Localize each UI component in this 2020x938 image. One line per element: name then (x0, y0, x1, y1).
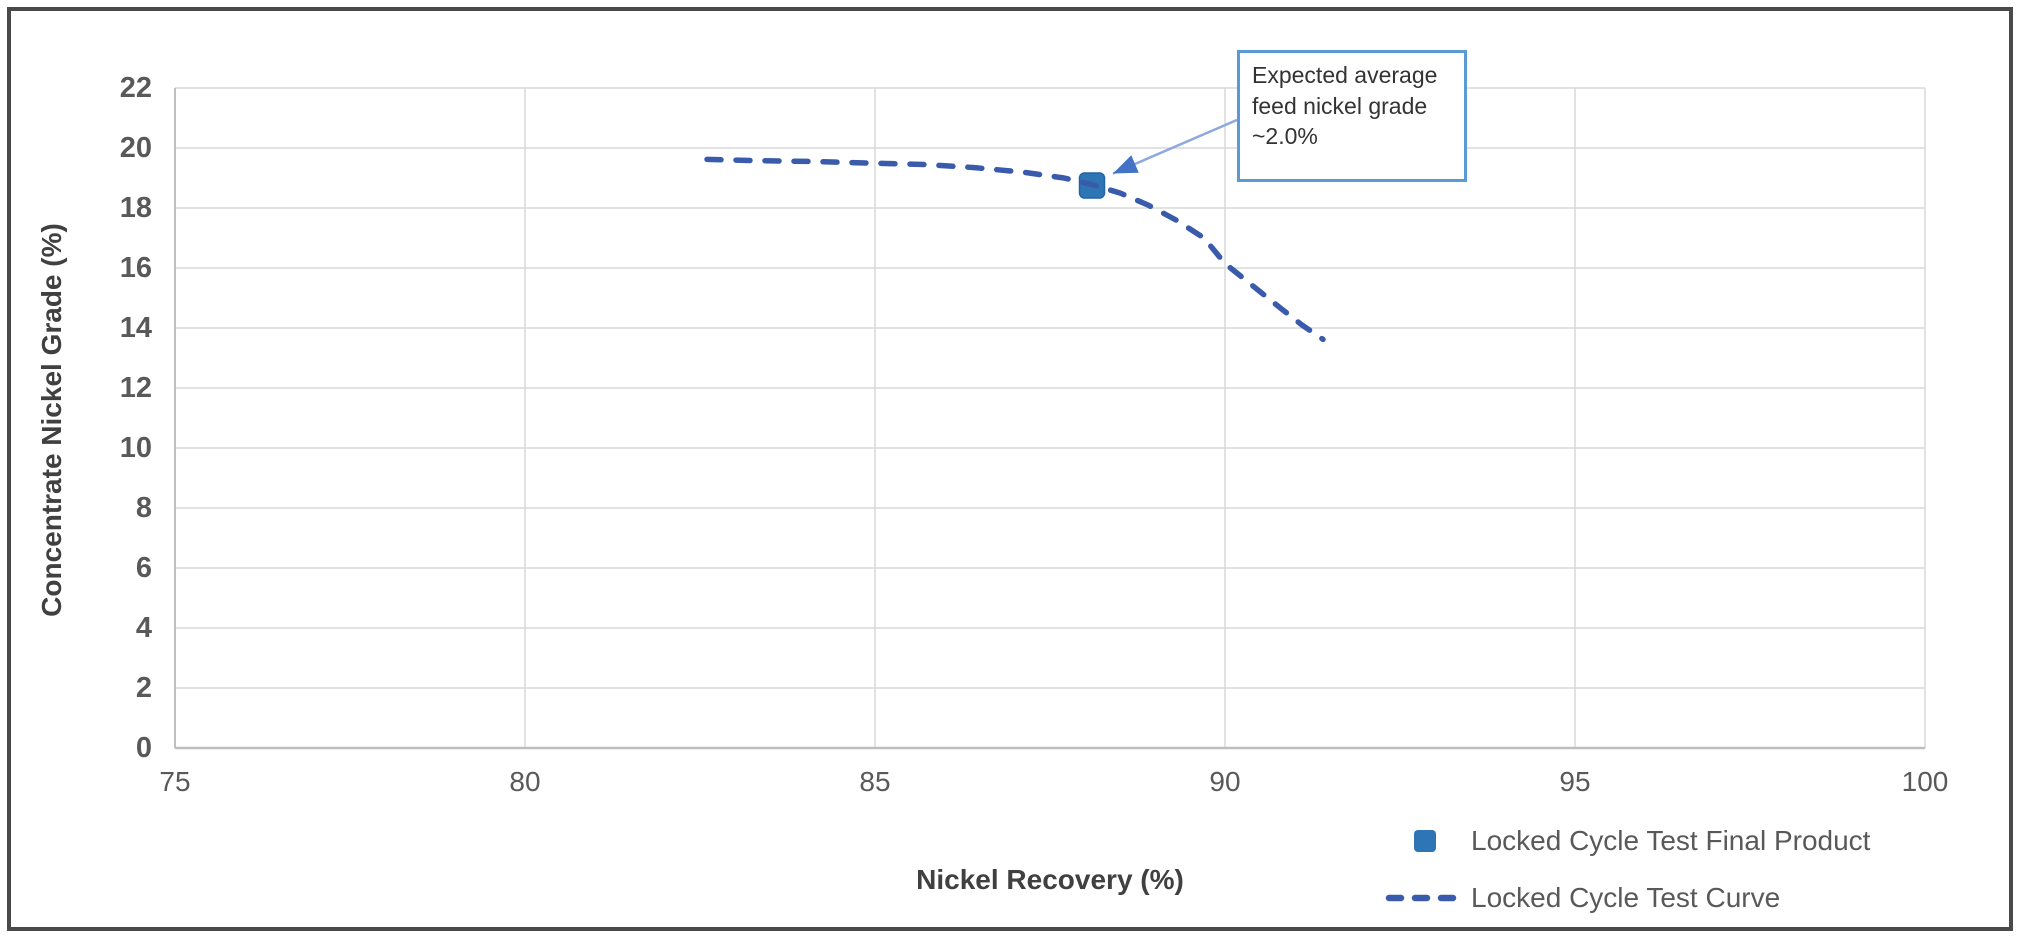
y-tick-label: 12 (119, 372, 152, 404)
y-tick-label: 8 (135, 492, 152, 524)
legend-item: Locked Cycle Test Curve (1385, 869, 1870, 926)
x-tick-label: 80 (509, 766, 541, 797)
x-tick-label: 100 (1901, 766, 1949, 797)
y-tick-label: 20 (119, 132, 152, 164)
x-tick-label: 95 (1559, 766, 1591, 797)
legend-item-label: Locked Cycle Test Final Product (1471, 824, 1871, 856)
legend-item: Locked Cycle Test Final Product (1385, 812, 1870, 869)
annotation-text: Expected average feed nickel grade ~2.0% (1252, 62, 1438, 150)
y-tick-label: 22 (119, 72, 152, 104)
x-axis-title: Nickel Recovery (%) (916, 864, 1184, 895)
x-tick-label: 85 (859, 766, 891, 797)
y-tick-label: 18 (119, 192, 152, 224)
curve-series (704, 156, 1326, 343)
legend-item-label: Locked Cycle Test Curve (1471, 881, 1781, 913)
annotation-callout: Expected average feed nickel grade ~2.0% (1237, 50, 1467, 182)
y-tick-label: 6 (135, 552, 152, 584)
y-tick-label: 14 (119, 312, 152, 344)
y-tick-label: 16 (119, 252, 152, 284)
legend-square-marker-icon (1414, 829, 1436, 852)
legend-dashed-line-icon (1385, 894, 1465, 901)
y-tick-label: 4 (135, 612, 152, 644)
x-tick-label: 90 (1209, 766, 1241, 797)
y-tick-label: 0 (135, 732, 152, 764)
legend: Locked Cycle Test Final Product Locked Cy… (1385, 812, 1870, 926)
y-tick-label: 10 (119, 432, 152, 464)
annotation-arrowhead-icon (1113, 155, 1139, 174)
y-tick-label: 2 (135, 672, 152, 704)
x-tick-label: 75 (159, 766, 191, 797)
